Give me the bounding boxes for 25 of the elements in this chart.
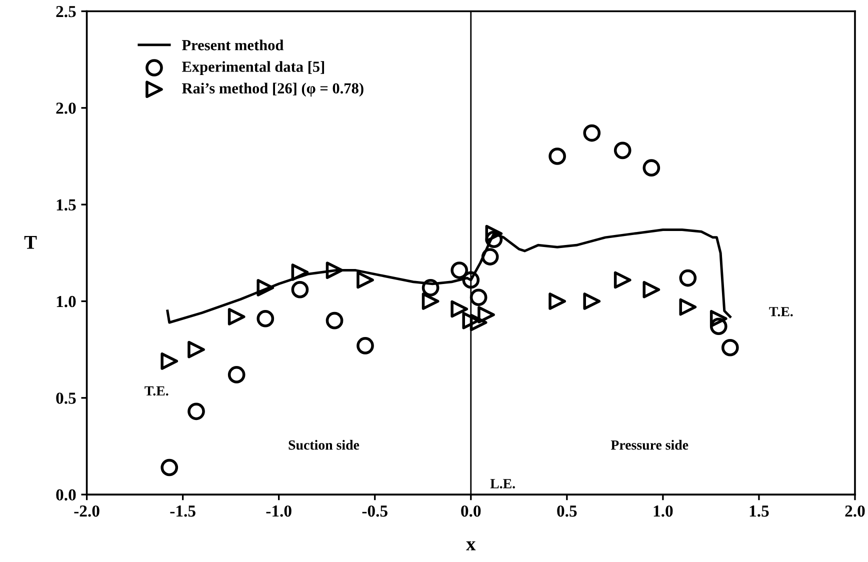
x-tick-label: -1.0 — [266, 505, 292, 517]
x-tick-label: -2.0 — [74, 505, 100, 517]
annotation: Suction side — [288, 440, 360, 450]
legend-label: Present method — [182, 40, 284, 50]
x-axis-title: x — [466, 541, 476, 550]
x-tick-label: -1.5 — [170, 506, 196, 517]
y-tick-label: 2.0 — [56, 102, 76, 114]
y-axis-title: T — [24, 236, 37, 249]
x-tick-label: -0.5 — [362, 505, 388, 517]
x-tick-label: 0.0 — [461, 505, 481, 517]
y-tick-label: 1.5 — [56, 199, 76, 211]
x-tick-label: 1.0 — [654, 505, 673, 517]
annotation: T.E. — [144, 386, 168, 396]
x-tick-label: 2.0 — [845, 505, 865, 517]
y-tick-label: 0.0 — [56, 489, 76, 501]
legend-label: Experimental data [5] — [182, 61, 324, 76]
y-tick-label: 0.5 — [56, 392, 76, 404]
x-tick-label: 1.5 — [750, 506, 769, 517]
x-tick-label: 0.5 — [557, 505, 577, 517]
annotation: Pressure side — [610, 440, 688, 450]
y-tick-label: 1.0 — [56, 296, 76, 308]
annotation: T.E. — [769, 307, 793, 316]
y-tick-label: 2.5 — [56, 6, 76, 18]
legend-label: Rai’s method [26] (φ = 0.78) — [182, 82, 364, 97]
annotation: L.E. — [490, 479, 515, 488]
